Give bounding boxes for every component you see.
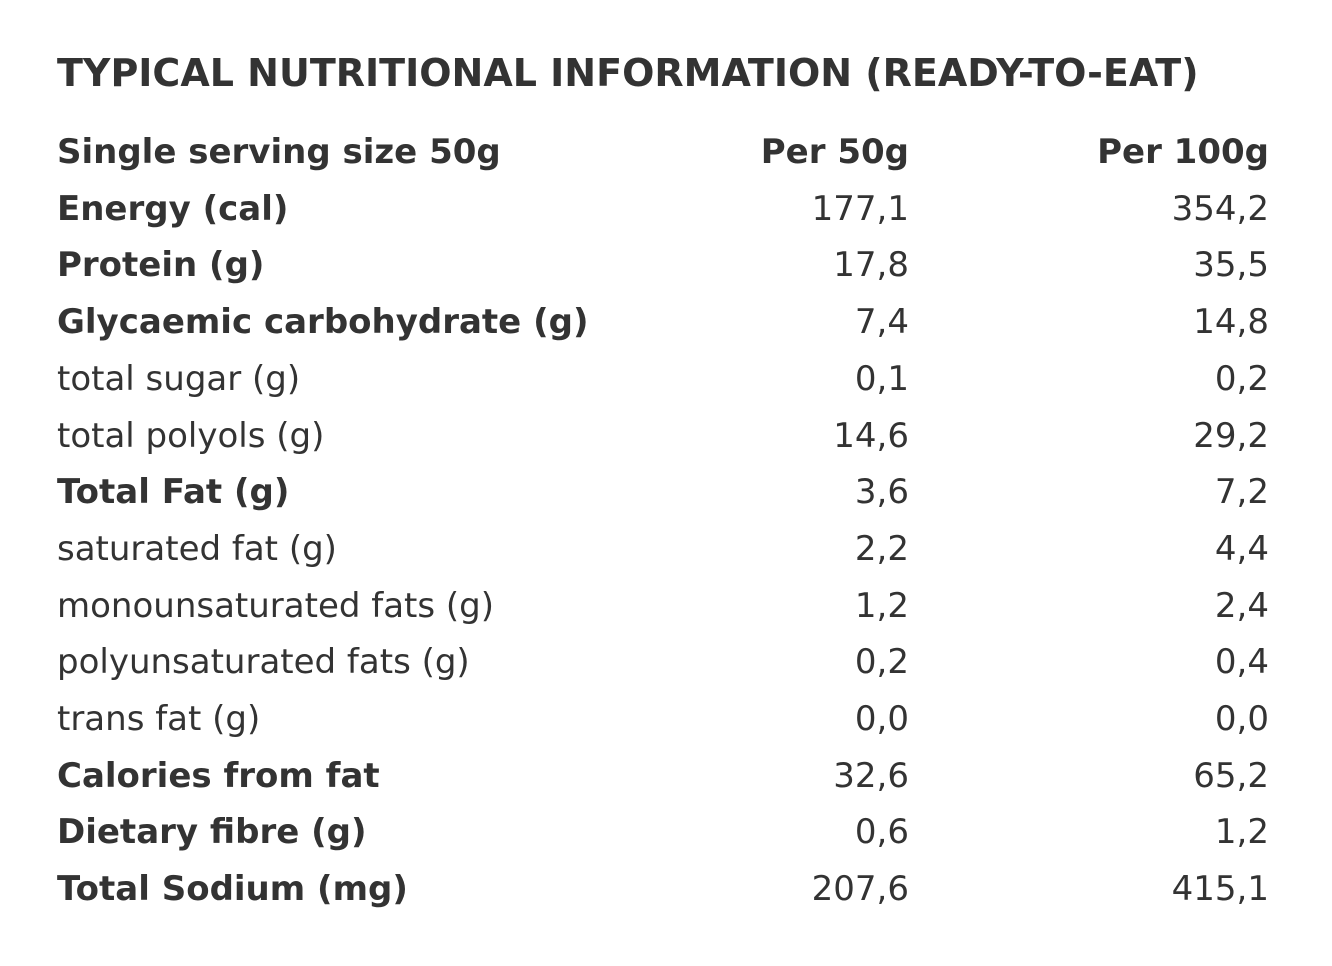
per-100g-value: 4,4 (1214, 528, 1269, 569)
per-100g-value: 29,2 (1193, 415, 1269, 456)
table-row: Glycaemic carbohydrate (g) 7,4 14,8 (57, 294, 1269, 351)
per-50g-value: 0,6 (854, 812, 909, 853)
panel-title: TYPICAL NUTRITIONAL INFORMATION (READY-T… (57, 51, 1199, 95)
nutrient-label: saturated fat (g) (57, 528, 337, 569)
table-row: Total Sodium (mg) 207,6 415,1 (57, 861, 1269, 918)
table-row: Dietary fibre (g) 0,6 1,2 (57, 804, 1269, 861)
nutrient-label: polyunsaturated fats (g) (57, 642, 470, 683)
per-100g-value: 1,2 (1214, 812, 1269, 853)
per-100g-value: 0,0 (1214, 699, 1269, 740)
nutrient-label: total sugar (g) (57, 358, 301, 399)
per-100g-value: 0,2 (1214, 358, 1269, 399)
per-50g-value: 2,2 (854, 528, 909, 569)
nutrient-label: Total Fat (g) (57, 472, 290, 513)
nutrient-label: Total Sodium (mg) (57, 869, 408, 910)
table-row: Calories from fat 32,6 65,2 (57, 748, 1269, 805)
per-50g-value: 3,6 (854, 472, 909, 513)
per-50g-value: 7,4 (854, 302, 909, 343)
nutrition-table: Single serving size 50g Per 50g Per 100g… (57, 124, 1269, 918)
nutrient-label: Protein (g) (57, 245, 265, 286)
table-row: saturated fat (g) 2,2 4,4 (57, 521, 1269, 578)
per-50g-value: 1,2 (854, 585, 909, 626)
per-50g-value: 177,1 (811, 188, 909, 229)
table-row: trans fat (g) 0,0 0,0 (57, 691, 1269, 748)
per-50g-value: 14,6 (833, 415, 909, 456)
per-100g-value: 35,5 (1193, 245, 1269, 286)
table-header-row: Single serving size 50g Per 50g Per 100g (57, 124, 1269, 181)
per-50g-value: 0,1 (854, 358, 909, 399)
table-row: Protein (g) 17,8 35,5 (57, 237, 1269, 294)
nutrient-label: Dietary fibre (g) (57, 812, 367, 853)
table-body: Energy (cal) 177,1 354,2 Protein (g) 17,8 35,… (57, 181, 1269, 918)
nutrient-label: total polyols (g) (57, 415, 325, 456)
table-row: Energy (cal) 177,1 354,2 (57, 181, 1269, 238)
table-row: monounsaturated fats (g) 1,2 2,4 (57, 578, 1269, 635)
table-row: polyunsaturated fats (g) 0,2 0,4 (57, 634, 1269, 691)
per-50g-value: 17,8 (833, 245, 909, 286)
per-100g-value: 354,2 (1171, 188, 1269, 229)
nutrient-label: trans fat (g) (57, 699, 261, 740)
per-50g-header: Per 50g (760, 132, 909, 172)
per-100g-value: 0,4 (1214, 642, 1269, 683)
nutrient-label: Energy (cal) (57, 188, 289, 229)
serving-size-header: Single serving size 50g (57, 132, 501, 172)
per-100g-value: 65,2 (1193, 755, 1269, 796)
per-50g-value: 0,2 (854, 642, 909, 683)
nutrient-label: Calories from fat (57, 755, 380, 796)
per-100g-value: 2,4 (1214, 585, 1269, 626)
table-row: Total Fat (g) 3,6 7,2 (57, 464, 1269, 521)
nutrition-panel: TYPICAL NUTRITIONAL INFORMATION (READY-T… (57, 40, 1273, 909)
nutrient-label: Glycaemic carbohydrate (g) (57, 302, 589, 343)
per-100g-header: Per 100g (1097, 132, 1269, 172)
per-100g-value: 7,2 (1214, 472, 1269, 513)
table-row: total polyols (g) 14,6 29,2 (57, 408, 1269, 465)
nutrient-label: monounsaturated fats (g) (57, 585, 495, 626)
per-100g-value: 415,1 (1171, 869, 1269, 910)
per-50g-value: 0,0 (854, 699, 909, 740)
per-50g-value: 32,6 (833, 755, 909, 796)
per-100g-value: 14,8 (1193, 302, 1269, 343)
table-row: total sugar (g) 0,1 0,2 (57, 351, 1269, 408)
per-50g-value: 207,6 (811, 869, 909, 910)
